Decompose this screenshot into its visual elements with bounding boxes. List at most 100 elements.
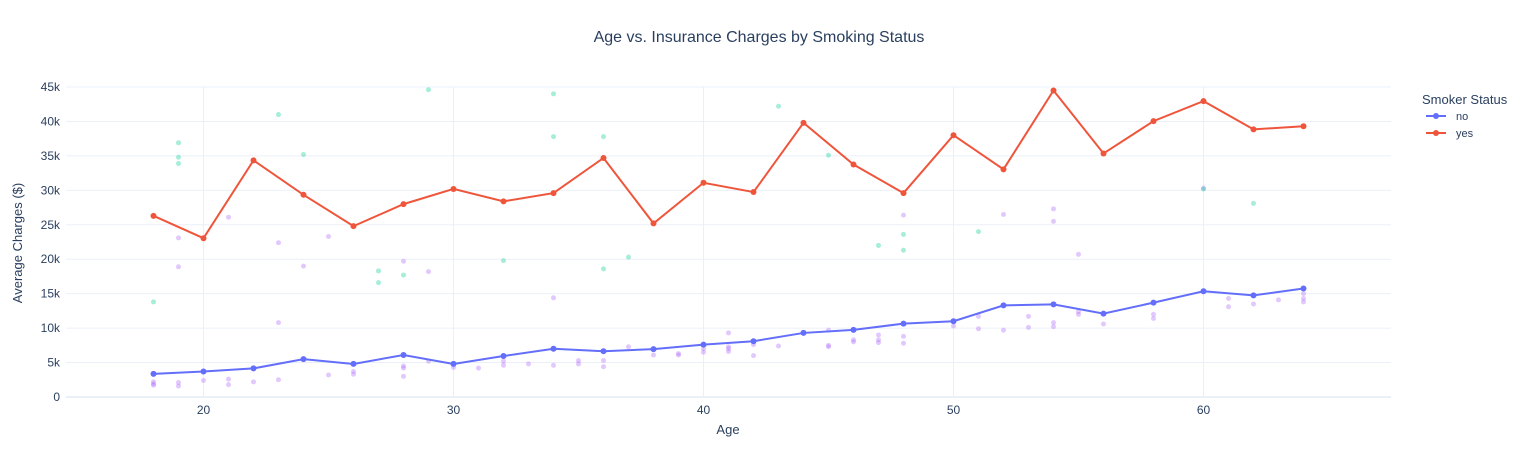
scatter-point-no: [1201, 185, 1206, 191]
y-axis-title: Average Charges ($): [10, 183, 25, 303]
series-point-no[interactable]: [1150, 299, 1157, 306]
series-point-no[interactable]: [1000, 302, 1007, 309]
scatter-point-yes: [176, 140, 181, 146]
series-point-yes[interactable]: [1100, 150, 1107, 157]
series-point-no[interactable]: [1250, 292, 1257, 299]
series-point-yes[interactable]: [400, 201, 407, 208]
scatter-point-no: [526, 361, 531, 367]
grid-layer: [66, 86, 1391, 398]
series-point-yes[interactable]: [1200, 98, 1207, 105]
series-point-no[interactable]: [700, 341, 707, 348]
series-point-yes[interactable]: [1300, 123, 1307, 130]
series-point-no[interactable]: [600, 348, 607, 355]
scatter-point-no: [901, 340, 906, 346]
series-point-no[interactable]: [750, 338, 757, 345]
series-point-no[interactable]: [200, 368, 207, 375]
series-point-yes[interactable]: [800, 119, 807, 126]
series-point-yes[interactable]: [650, 220, 657, 227]
y-tick-label: 15k: [41, 287, 61, 301]
scatter-point-no: [1151, 315, 1156, 321]
series-point-no[interactable]: [1200, 288, 1207, 295]
series-point-no[interactable]: [300, 356, 307, 363]
series-point-yes[interactable]: [1000, 166, 1007, 173]
series-point-no[interactable]: [350, 360, 357, 367]
legend-item-yes[interactable]: yes: [1426, 128, 1474, 140]
scatter-point-no: [726, 344, 731, 350]
scatter-point-no: [676, 351, 681, 357]
series-line-no[interactable]: [153, 287, 1304, 375]
series-point-no[interactable]: [650, 346, 657, 353]
series-point-yes[interactable]: [1150, 118, 1157, 125]
series-point-yes[interactable]: [950, 132, 957, 139]
series-point-yes[interactable]: [450, 185, 457, 192]
series-line-yes[interactable]: [153, 88, 1304, 240]
scatter-point-no: [176, 264, 181, 270]
scatter-point-no: [1026, 313, 1031, 319]
legend[interactable]: Smoker Status no yes: [1422, 92, 1508, 140]
series-point-no[interactable]: [800, 329, 807, 336]
scatter-point-yes: [376, 268, 381, 274]
scatter-point-no: [1301, 291, 1306, 297]
lines-layer: [150, 87, 1307, 377]
y-tick-label: 45k: [41, 80, 61, 94]
x-tick-label: 60: [1197, 403, 1211, 417]
scatter-point-yes: [151, 299, 156, 305]
series-point-yes[interactable]: [700, 179, 707, 186]
scatter-point-no: [1001, 327, 1006, 333]
scatter-point-no: [401, 363, 406, 369]
series-point-no[interactable]: [1050, 301, 1057, 308]
series-point-no[interactable]: [150, 370, 157, 377]
series-point-yes[interactable]: [500, 198, 507, 205]
legend-item-no[interactable]: no: [1426, 111, 1468, 123]
series-point-no[interactable]: [550, 345, 557, 352]
scatter-point-no: [626, 344, 631, 350]
series-point-yes[interactable]: [200, 235, 207, 242]
scatter-point-yes: [976, 229, 981, 235]
x-tick-label: 50: [947, 403, 961, 417]
series-point-no[interactable]: [250, 365, 257, 372]
series-point-no[interactable]: [950, 318, 957, 325]
scatter-point-no: [1251, 301, 1256, 307]
scatter-point-no: [326, 233, 331, 239]
series-point-yes[interactable]: [850, 161, 857, 168]
series-point-yes[interactable]: [350, 223, 357, 230]
scatter-point-no: [701, 349, 706, 355]
series-point-yes[interactable]: [300, 191, 307, 198]
scatter-point-no: [726, 346, 731, 352]
series-point-no[interactable]: [1100, 310, 1107, 317]
series-point-no[interactable]: [500, 353, 507, 360]
scatter-point-no: [701, 346, 706, 352]
scatter-point-no: [326, 372, 331, 378]
scatter-point-no: [1226, 304, 1231, 310]
series-point-yes[interactable]: [150, 212, 157, 219]
y-tick-label: 5k: [47, 356, 61, 370]
scatter-point-yes: [1251, 200, 1256, 206]
scatter-point-no: [551, 295, 556, 301]
series-point-no[interactable]: [850, 326, 857, 333]
scatter-point-no: [501, 358, 506, 364]
series-point-yes[interactable]: [250, 157, 257, 164]
scatter-point-no: [501, 362, 506, 368]
scatter-point-no: [1226, 295, 1231, 301]
scatter-point-no: [426, 269, 431, 275]
series-point-yes[interactable]: [550, 190, 557, 197]
series-point-yes[interactable]: [750, 189, 757, 196]
scatter-point-yes: [901, 247, 906, 253]
y-tick-label: 0: [53, 390, 60, 404]
series-point-no[interactable]: [900, 320, 907, 327]
series-point-yes[interactable]: [600, 154, 607, 161]
scatter-point-no: [876, 332, 881, 338]
scatter-point-no: [176, 383, 181, 389]
scatter-point-no: [1001, 211, 1006, 217]
scatter-point-no: [826, 344, 831, 350]
series-point-yes[interactable]: [900, 190, 907, 197]
series-point-no[interactable]: [400, 351, 407, 358]
series-point-yes[interactable]: [1050, 87, 1057, 94]
series-point-no[interactable]: [1300, 285, 1307, 292]
series-point-yes[interactable]: [1250, 126, 1257, 133]
scatter-point-no: [226, 214, 231, 220]
scatter-point-yes: [601, 266, 606, 272]
y-tick-label: 20k: [41, 252, 61, 266]
series-point-no[interactable]: [450, 360, 457, 367]
scatter-point-no: [551, 362, 556, 368]
